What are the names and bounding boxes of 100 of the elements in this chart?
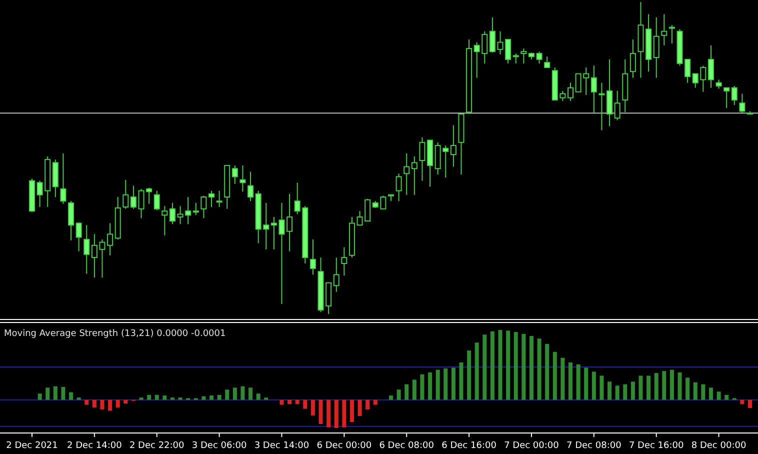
candlestick (419, 136, 426, 182)
bar (474, 342, 479, 400)
bar (545, 344, 550, 400)
bar (318, 400, 323, 424)
candlestick (544, 56, 550, 68)
candlestick (107, 222, 114, 256)
bar (654, 373, 658, 400)
bar (38, 394, 42, 400)
x-tick-label: 3 Dec 14:00 (254, 441, 310, 451)
x-tick-label: 2 Dec 2021 (6, 441, 58, 451)
candlestick (169, 202, 176, 225)
candlestick (192, 202, 199, 216)
candlestick (68, 200, 74, 241)
candlestick (200, 195, 207, 219)
bar (217, 394, 222, 400)
bar (256, 394, 260, 400)
candlestick (708, 44, 714, 88)
bar (592, 372, 596, 400)
bar (584, 368, 588, 400)
candlestick (731, 85, 738, 106)
bar (537, 338, 542, 400)
bar (310, 400, 315, 416)
candlestick (568, 82, 574, 102)
x-tick-label: 2 Dec 22:00 (129, 441, 185, 451)
bar (69, 392, 74, 400)
bar (693, 382, 698, 400)
bar (232, 388, 237, 400)
bar (280, 400, 284, 405)
bar (646, 376, 651, 400)
candlestick (84, 224, 90, 274)
candlestick (396, 173, 402, 202)
bar (748, 400, 752, 408)
bar (202, 396, 206, 400)
bar (724, 394, 729, 400)
candlestick (450, 124, 456, 168)
bar (116, 400, 120, 408)
candlestick (598, 82, 605, 131)
candlestick (404, 152, 410, 196)
bar (522, 334, 526, 400)
candlestick (520, 48, 527, 64)
candlestick (248, 171, 254, 202)
candlestick (606, 58, 613, 127)
bar (248, 388, 253, 400)
candlestick (536, 51, 542, 64)
bar (514, 332, 518, 400)
bar (552, 352, 557, 400)
bar (436, 370, 440, 400)
bar (53, 386, 58, 400)
bar (428, 372, 432, 400)
bar (662, 371, 666, 400)
bar (124, 400, 128, 404)
x-tick-label: 7 Dec 08:00 (566, 441, 622, 451)
bar (162, 396, 167, 400)
bar (708, 388, 713, 400)
bar (147, 394, 152, 400)
bar (560, 358, 565, 400)
bar (678, 372, 682, 400)
x-tick-label: 6 Dec 00:00 (316, 441, 372, 451)
bar (670, 370, 674, 400)
candlestick (739, 93, 746, 114)
candlestick (122, 179, 129, 210)
bar (451, 368, 456, 400)
bar (576, 364, 580, 400)
x-tick-label: 8 Dec 00:00 (691, 441, 746, 451)
bar (459, 362, 464, 400)
bar (295, 400, 300, 404)
bar (342, 400, 346, 428)
bar (373, 400, 378, 405)
candlestick (333, 257, 340, 292)
bar (61, 386, 66, 400)
bar (740, 400, 744, 404)
bar (350, 400, 354, 422)
candlestick (216, 190, 222, 208)
bar (396, 390, 401, 400)
bar (600, 376, 604, 400)
candlestick (590, 65, 597, 114)
bar (498, 330, 502, 400)
candlestick (286, 193, 293, 252)
bar (92, 400, 96, 408)
bar (154, 394, 159, 400)
bar (358, 400, 362, 416)
candlestick (162, 206, 168, 236)
bar (630, 382, 635, 400)
candlestick (341, 246, 348, 276)
x-tick-label: 7 Dec 16:00 (628, 441, 684, 451)
candlestick (489, 16, 496, 54)
bar (84, 400, 89, 405)
bar (108, 400, 112, 411)
bar (506, 330, 510, 400)
bar (623, 384, 628, 400)
x-tick-label: 2 Dec 14:00 (67, 441, 122, 451)
candlestick (310, 238, 316, 276)
bar (240, 386, 245, 400)
bar (568, 362, 572, 400)
bar (210, 396, 214, 400)
bar (638, 376, 643, 400)
x-tick-label: 3 Dec 06:00 (192, 441, 247, 451)
candlestick (130, 185, 136, 210)
x-tick-label: 6 Dec 16:00 (442, 441, 497, 451)
candlestick (411, 156, 418, 196)
